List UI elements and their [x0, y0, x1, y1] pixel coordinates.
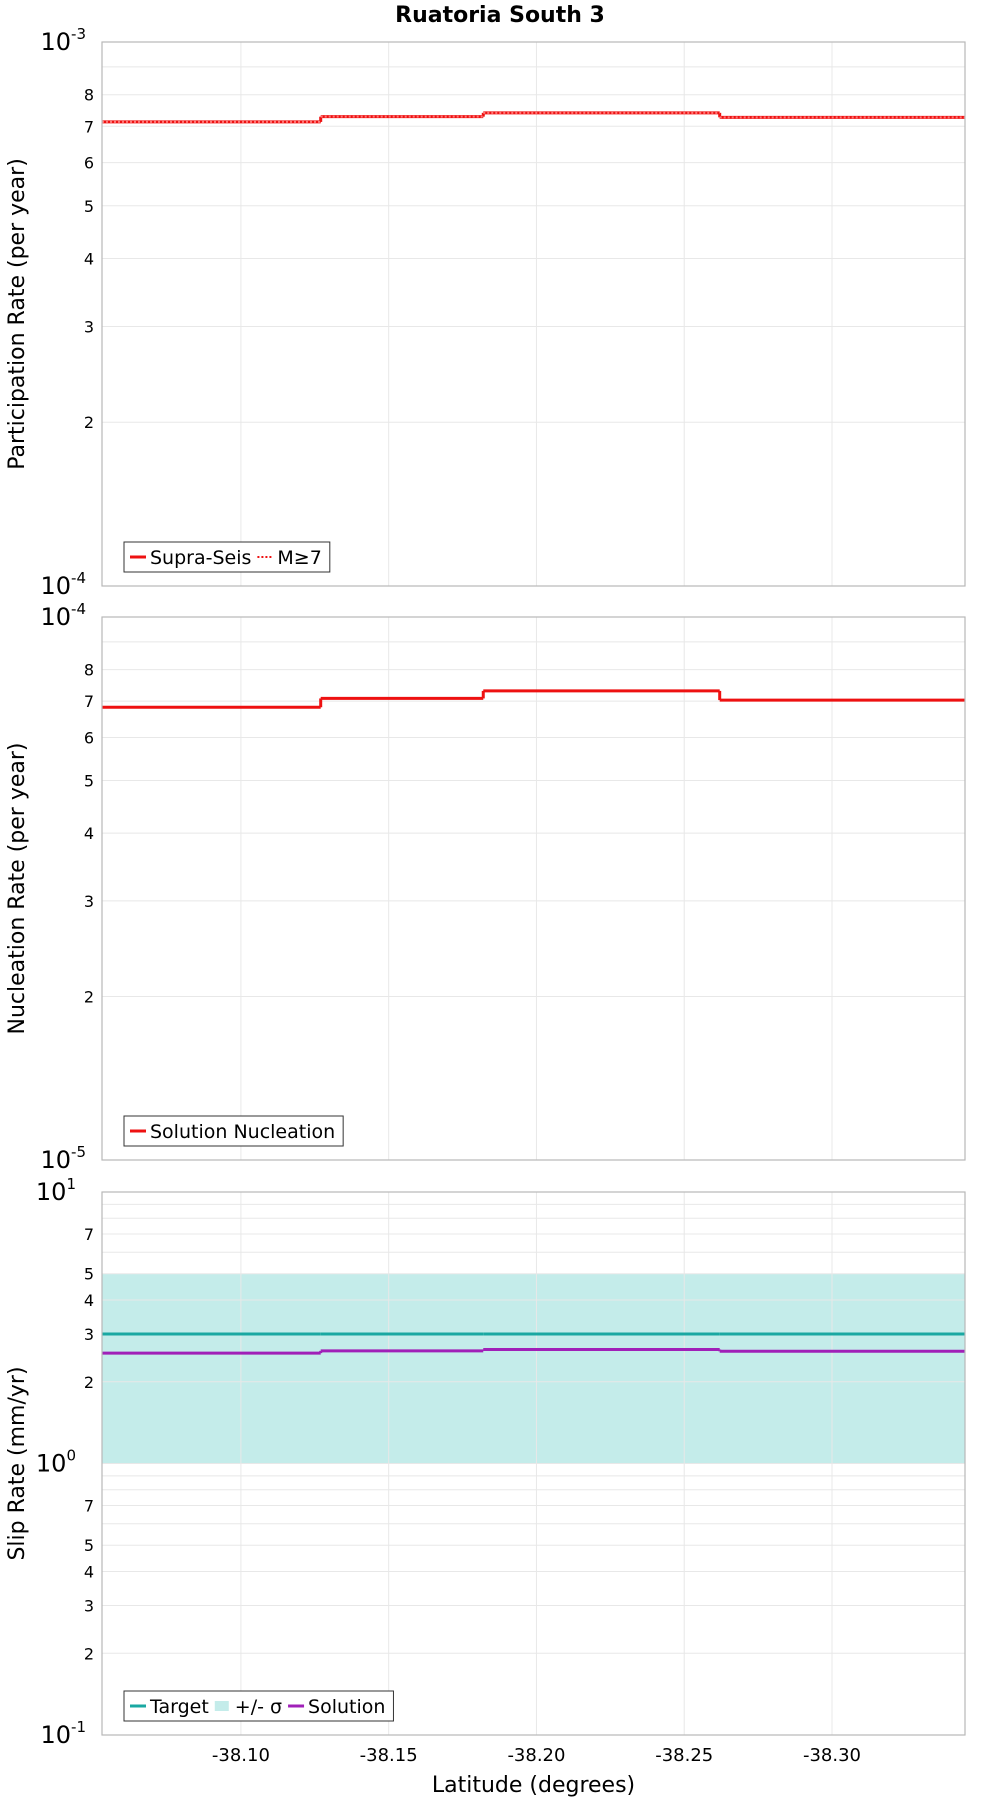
y-tick-label: 8	[84, 661, 94, 680]
y-tick-label: 5	[84, 197, 94, 216]
legend-item: +/- σ	[214, 1696, 282, 1718]
legend-swatch	[214, 1701, 229, 1711]
panel-nucleation: 2 3 4 5 6 7 8 10-4 10-5 Nucleation Rate (per year…	[5, 600, 966, 1174]
y-tick-label: 7	[84, 1225, 94, 1244]
y-axis-label: Nucleation Rate (per year)	[5, 743, 30, 1035]
x-tick-label: -38.10	[212, 1745, 270, 1766]
y-tick-label: 4	[84, 249, 94, 268]
y-tick-label: 4	[84, 824, 94, 843]
y-tick-label: 7	[84, 1497, 94, 1516]
y-axis-label: Slip Rate (mm/yr)	[5, 1366, 30, 1560]
y-tick-label: 2	[84, 413, 94, 432]
legend-box	[123, 1690, 394, 1722]
y-tick-label: 4	[84, 1291, 94, 1310]
legend-item: Target	[130, 1696, 209, 1718]
y-tick-label: 3	[84, 1596, 94, 1615]
legend-label: Solution Nucleation	[150, 1121, 335, 1143]
y-bottom-label: 10-1	[40, 1718, 86, 1749]
series-m-7	[102, 111, 965, 123]
y-tick-label: 4	[84, 1563, 94, 1582]
legend-label: Supra-Seis	[150, 547, 251, 569]
x-tick-label: -38.15	[360, 1745, 418, 1766]
plot-frame	[101, 616, 966, 1161]
legend: Target +/- σ Solution	[123, 1690, 394, 1722]
y-tick-label: 6	[84, 728, 94, 747]
series-solution-nucleation	[102, 689, 965, 709]
x-tick-label: -38.20	[507, 1745, 565, 1766]
x-axis-label: Latitude (degrees)	[432, 1773, 635, 1798]
y-tick-label: 2	[84, 1373, 94, 1392]
plot-frame	[101, 1191, 966, 1736]
y-top-label: 10-4	[40, 600, 86, 631]
y-tick-label: 8	[84, 86, 94, 105]
legend-label: Target	[149, 1696, 209, 1718]
y-tick-label: 2	[84, 988, 94, 1007]
plot-frame	[101, 41, 966, 587]
y-tick-label: 7	[84, 117, 94, 136]
y-bottom-label: 10-4	[40, 569, 86, 600]
legend-item: M≥7	[257, 547, 322, 569]
legend-item: Solution	[288, 1696, 385, 1718]
y-top-label: 101	[36, 1175, 76, 1206]
y-mid-label: 100	[36, 1447, 76, 1478]
legend-label: M≥7	[277, 547, 321, 569]
legend-box	[123, 541, 331, 573]
x-tick-label: -38.25	[655, 1745, 713, 1766]
y-tick-label: 6	[84, 154, 94, 173]
legend-box	[123, 1115, 344, 1147]
y-axis-label: Participation Rate (per year)	[5, 158, 30, 470]
panel-participation: 2 3 4 5 6 7 8 10-3 10-4 Participation Rate (per y…	[5, 25, 966, 600]
y-top-label: 10-3	[40, 25, 86, 56]
y-tick-label: 7	[84, 692, 94, 711]
sigma-band	[102, 1273, 965, 1464]
legend-label: +/- σ	[235, 1696, 282, 1718]
x-tick-label: -38.30	[803, 1745, 861, 1766]
y-tick-label: 3	[84, 892, 94, 911]
legend-item: Supra-Seis	[130, 547, 251, 569]
plot-area	[102, 617, 965, 1160]
series-solution	[102, 1347, 965, 1355]
y-tick-label: 5	[84, 771, 94, 790]
legend-item: Solution Nucleation	[130, 1121, 335, 1143]
legend: Solution Nucleation	[123, 1115, 344, 1147]
y-tick-label: 5	[84, 1536, 94, 1555]
legend: Supra-Seis M≥7	[123, 541, 331, 573]
y-tick-label: 3	[84, 1325, 94, 1344]
y-tick-label: 2	[84, 1644, 94, 1663]
y-bottom-label: 10-5	[40, 1143, 86, 1174]
y-tick-label: 5	[84, 1265, 94, 1284]
legend-label: Solution	[308, 1696, 385, 1718]
plot-area	[102, 42, 965, 586]
figure-title: Ruatoria South 3	[395, 3, 605, 28]
y-tick-label: 3	[84, 317, 94, 336]
